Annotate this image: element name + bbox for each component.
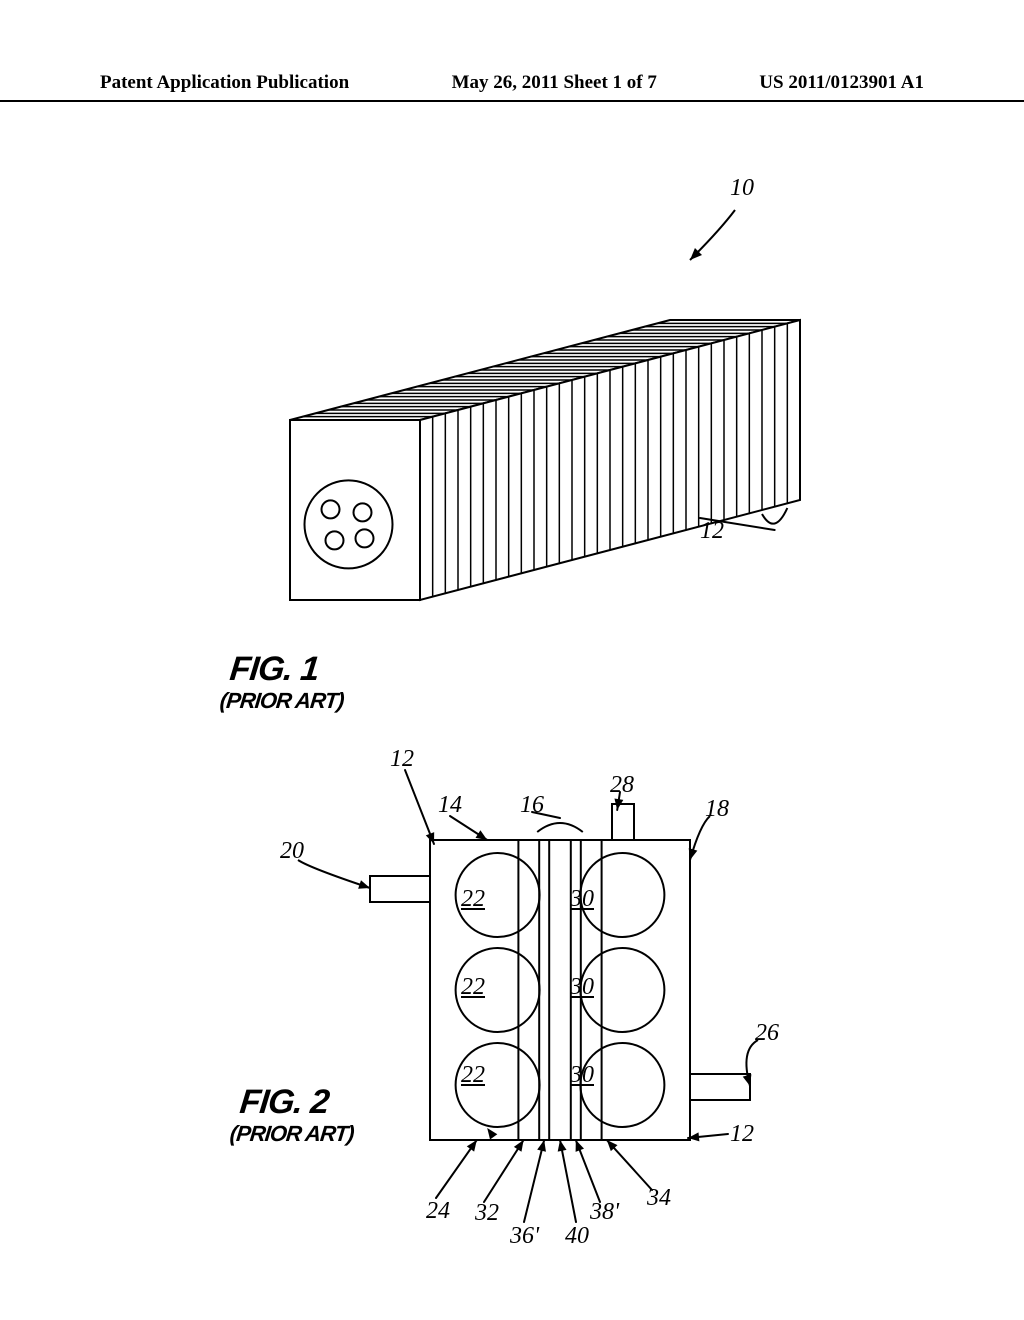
fig2-ref-22-1: 22 (461, 886, 485, 913)
fig2-ref-22-2: 22 (461, 974, 485, 1001)
fig2-ref-16: 16 (520, 792, 544, 819)
fig2-ref-36p: 36' (510, 1223, 539, 1250)
fig2-ref-18: 18 (705, 796, 729, 823)
fig2-ref-30-3: 30 (570, 1062, 594, 1089)
page-header: Patent Application Publication May 26, 2… (0, 72, 1024, 102)
fig2-ref-40: 40 (565, 1223, 589, 1250)
fig2-ref-34: 34 (647, 1185, 671, 1212)
fig1-drawing (100, 120, 924, 740)
fig2-ref-32: 32 (475, 1200, 499, 1227)
fig2-ref-12-bottom: 12 (730, 1121, 754, 1148)
fig1-ref-12: 12 (700, 518, 724, 545)
fig2-ref-26: 26 (755, 1020, 779, 1047)
fig1-title: FIG. 1 (228, 650, 321, 689)
fig2-ref-14: 14 (438, 792, 462, 819)
header-left: Patent Application Publication (100, 72, 349, 94)
fig2-ref-28: 28 (610, 772, 634, 799)
fig1-ref-10: 10 (730, 175, 754, 202)
fig2-title: FIG. 2 (238, 1083, 331, 1122)
fig2-ref-22-3: 22 (461, 1062, 485, 1089)
fig2-drawing (100, 720, 924, 1280)
fig2-ref-20: 20 (280, 838, 304, 865)
fig2-subtitle: (PRIOR ART) (229, 1121, 355, 1147)
fig2-ref-12-top: 12 (390, 746, 414, 773)
fig2-ref-30-1: 30 (570, 886, 594, 913)
fig2-ref-24: 24 (426, 1198, 450, 1225)
header-right: US 2011/0123901 A1 (759, 72, 924, 94)
fig2-ref-30-2: 30 (570, 974, 594, 1001)
figure-area: FIG. 1 (PRIOR ART) 10 12 FIG. 2 (PRIOR A… (100, 120, 924, 1260)
fig2-ref-38p: 38' (590, 1199, 619, 1226)
fig1-subtitle: (PRIOR ART) (219, 688, 345, 714)
header-center: May 26, 2011 Sheet 1 of 7 (452, 72, 657, 94)
